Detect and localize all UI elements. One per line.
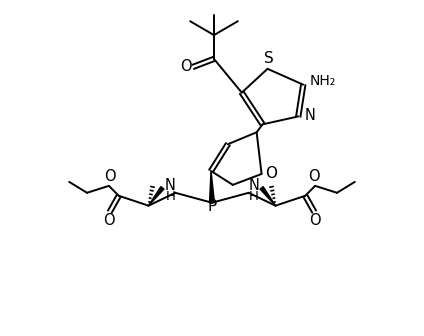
- Text: O: O: [310, 213, 321, 228]
- Polygon shape: [209, 171, 215, 203]
- Text: N: N: [248, 178, 259, 193]
- Text: S: S: [264, 51, 273, 67]
- Text: O: O: [308, 169, 320, 184]
- Text: O: O: [180, 59, 192, 74]
- Text: O: O: [265, 166, 277, 181]
- Text: NH₂: NH₂: [310, 74, 336, 88]
- Text: N: N: [305, 108, 315, 123]
- Text: H: H: [249, 190, 259, 203]
- Text: H: H: [165, 190, 175, 203]
- Text: N: N: [165, 178, 176, 193]
- Text: O: O: [104, 169, 116, 184]
- Text: P: P: [207, 199, 217, 214]
- Polygon shape: [148, 186, 164, 206]
- Text: O: O: [103, 213, 114, 228]
- Polygon shape: [260, 186, 276, 206]
